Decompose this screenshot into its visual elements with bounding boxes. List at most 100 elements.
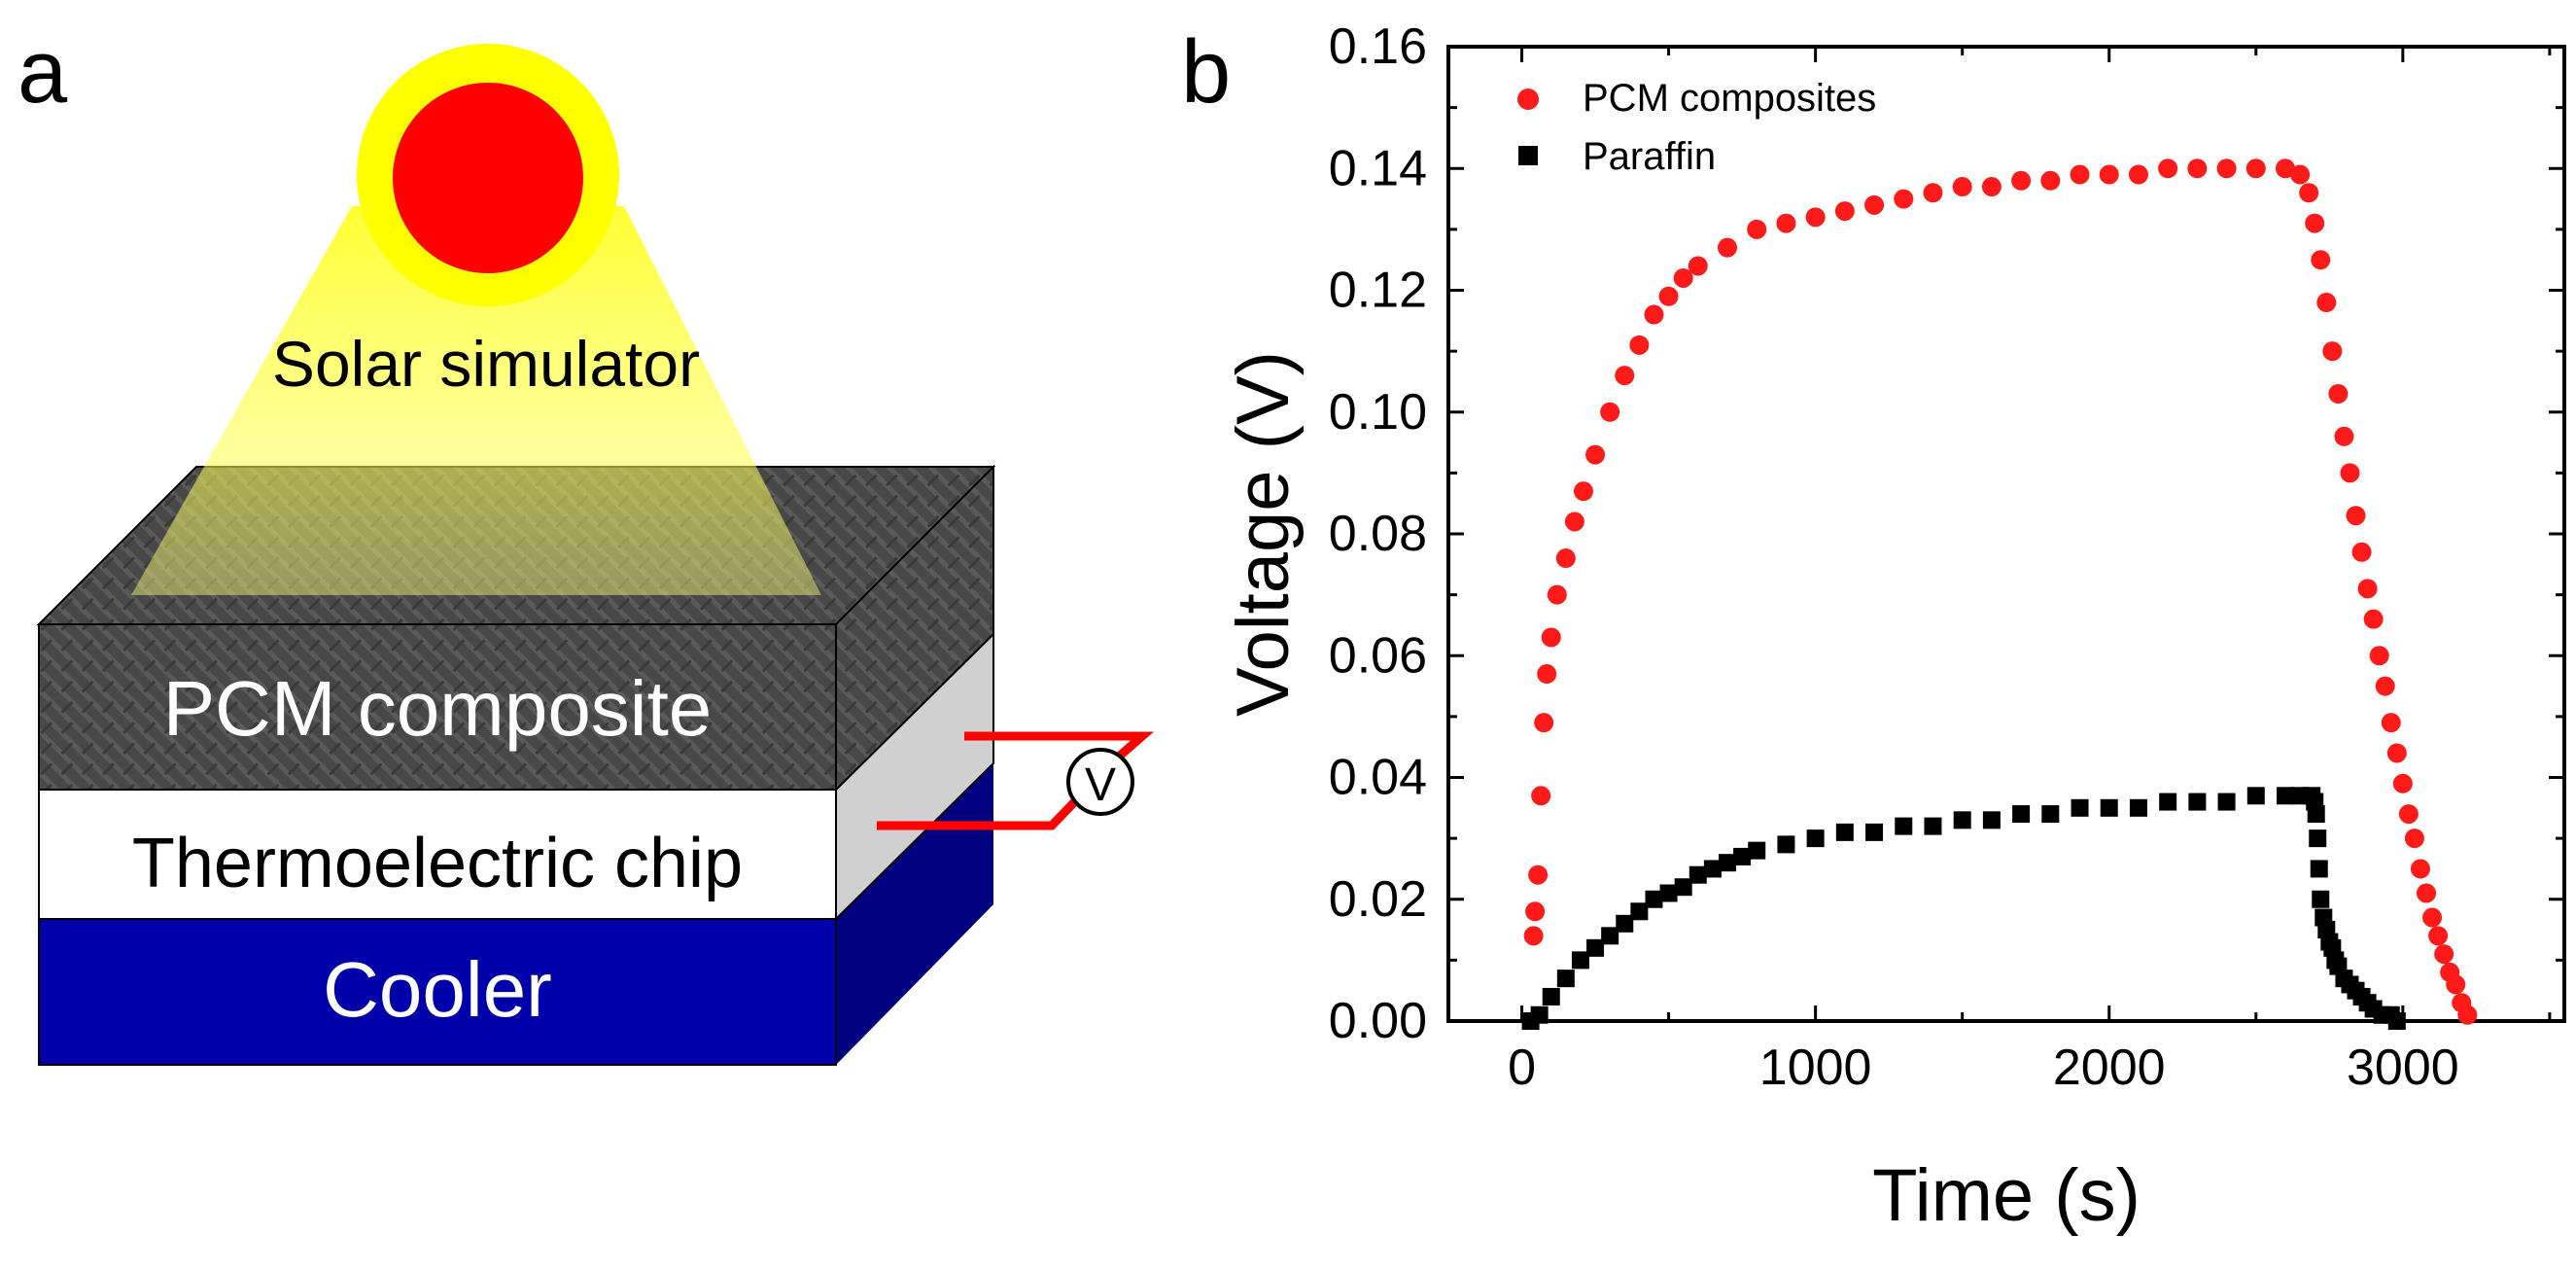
- data-point: [2446, 974, 2466, 995]
- data-point: [2216, 159, 2237, 179]
- data-point: [2276, 159, 2295, 179]
- cooler-front: [38, 918, 837, 1066]
- y-tick-label: 0.14: [1329, 140, 1427, 196]
- data-point: [2417, 883, 2437, 903]
- data-point: [1531, 786, 1551, 806]
- data-point: [2410, 859, 2430, 879]
- data-point: [1718, 237, 1737, 258]
- data-point: [1525, 901, 1546, 922]
- legend-label-pcm: PCM composites: [1583, 77, 1876, 120]
- data-point: [2309, 829, 2327, 848]
- data-point: [1542, 987, 1560, 1005]
- panel-b-chart: b 0.00 0.02 0.04 0.06 0.08 0.10 0.12 0.14 0.16 0 1…: [1181, 18, 2566, 1237]
- voltmeter-circle: [1066, 748, 1134, 816]
- data-point: [2369, 646, 2389, 666]
- y-tick-label: 0.10: [1329, 384, 1427, 441]
- data-point: [2129, 798, 2147, 817]
- data-point: [1616, 914, 1634, 933]
- data-point: [1534, 713, 1554, 733]
- sun-core: [393, 83, 583, 273]
- data-point: [1523, 926, 1544, 946]
- data-point: [2299, 183, 2319, 203]
- data-point: [1688, 865, 1707, 884]
- data-point: [2398, 804, 2419, 825]
- panel-a-label: a: [17, 22, 68, 122]
- y-tick-label: 0.04: [1329, 750, 1427, 806]
- y-axis-label: Voltage (V): [1222, 351, 1305, 717]
- data-point: [2012, 805, 2031, 824]
- voltage-time-chart: 0.00 0.02 0.04 0.06 0.08 0.10 0.12 0.14 0.16 0 100…: [1222, 18, 2566, 1237]
- data-point: [2099, 164, 2119, 185]
- data-point: [1894, 189, 1914, 209]
- data-point: [1981, 177, 2002, 197]
- data-point: [2322, 341, 2343, 362]
- y-tick-label: 0.02: [1329, 871, 1427, 928]
- data-point: [2040, 170, 2061, 191]
- data-point: [2277, 787, 2294, 805]
- panel-a-schematic: a Cooler Thermoelectric chip PCM composi…: [17, 22, 1154, 1066]
- data-point: [2387, 1012, 2406, 1030]
- plot-frame: [1446, 45, 2566, 1023]
- data-point: [1573, 481, 1593, 502]
- data-point: [1805, 207, 1826, 228]
- data-point: [2375, 676, 2395, 696]
- data-point: [2217, 793, 2236, 811]
- data-point: [1895, 817, 1913, 835]
- y-tick-label: 0.00: [1329, 993, 1427, 1049]
- data-point: [1556, 970, 1575, 988]
- pcm-label: PCM composite: [163, 665, 713, 752]
- data-point: [2307, 805, 2325, 824]
- data-point: [2246, 787, 2265, 805]
- light-beam: [131, 206, 821, 595]
- data-point: [1806, 829, 1825, 848]
- data-point: [1541, 627, 1561, 648]
- data-point: [2159, 793, 2177, 811]
- data-point: [2346, 506, 2366, 526]
- data-point: [1952, 177, 1972, 197]
- data-point: [2334, 426, 2354, 446]
- data-point: [1530, 1005, 1549, 1024]
- data-point: [1600, 402, 1620, 422]
- cooler-label: Cooler: [323, 946, 552, 1033]
- data-point: [2428, 926, 2449, 946]
- data-point: [1673, 267, 1693, 288]
- cooler-side: [836, 763, 993, 1065]
- wire-top: [964, 731, 1154, 767]
- y-tick-label: 0.06: [1329, 627, 1427, 684]
- legend: PCM composites Paraffin: [1517, 77, 1876, 178]
- solar-simulator-label: Solar simulator: [272, 328, 700, 400]
- data-point: [1982, 811, 2001, 829]
- panel-b-label: b: [1181, 22, 1231, 122]
- data-point: [1586, 938, 1605, 957]
- data-point: [1923, 183, 1943, 203]
- data-point: [2340, 463, 2360, 483]
- data-point: [2245, 159, 2266, 179]
- data-point: [1658, 286, 1679, 306]
- data-point: [1776, 213, 1796, 233]
- data-point: [1629, 335, 1650, 355]
- data-point: [2404, 829, 2424, 849]
- data-point: [2363, 609, 2384, 629]
- data-point: [1835, 823, 1854, 841]
- data-point: [2392, 773, 2413, 794]
- x-tick-label: 1000: [1759, 1040, 1872, 1096]
- data-point: [2290, 164, 2311, 185]
- data-point: [2041, 805, 2060, 824]
- data-point: [1537, 664, 1557, 685]
- data-point: [1733, 847, 1752, 865]
- data-point: [1615, 366, 1635, 386]
- data-point: [1688, 256, 1708, 276]
- data-point: [2187, 159, 2208, 179]
- x-axis-label: Time (s): [1872, 1154, 2141, 1237]
- data-point: [1703, 860, 1722, 878]
- data-point: [1601, 927, 1619, 945]
- data-point: [1564, 512, 1584, 532]
- data-point: [2305, 213, 2325, 233]
- data-point: [1747, 219, 1767, 239]
- data-point: [1585, 444, 1606, 465]
- legend-label-paraffin: Paraffin: [1583, 135, 1716, 178]
- data-point: [2011, 170, 2032, 191]
- data-point: [2070, 164, 2090, 185]
- y-tick-label: 0.12: [1329, 263, 1427, 319]
- series-pcm-composites: [1523, 159, 2478, 1025]
